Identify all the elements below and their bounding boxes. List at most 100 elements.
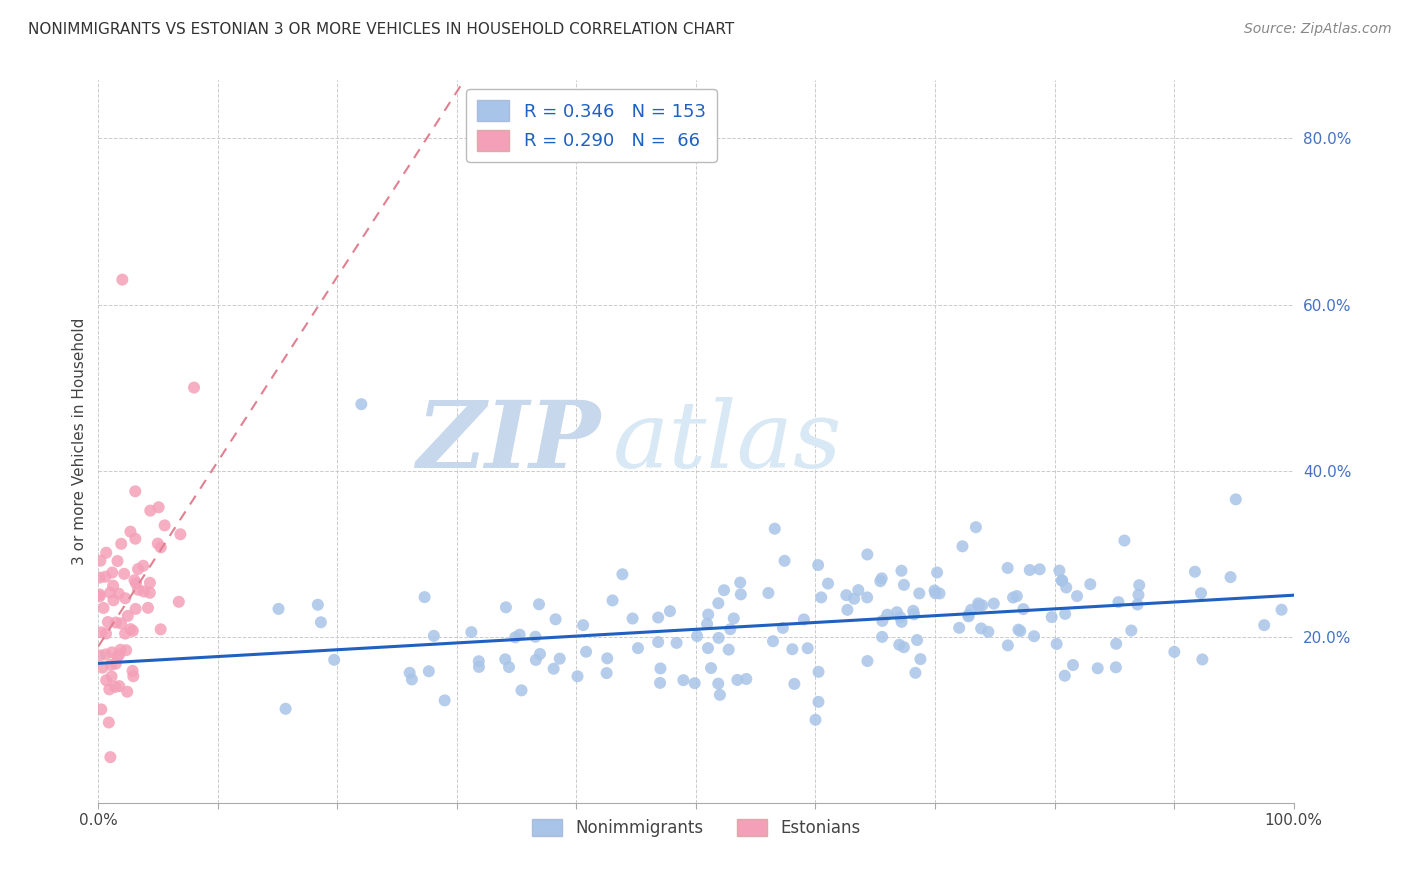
Point [846,583,869,598]
Point [100,669,122,683]
Point [783,677,806,691]
Point [524,653,547,667]
Point [1163,645,1185,659]
Point [1107,595,1129,609]
Point [1007,623,1029,637]
Point [1050,574,1073,588]
Point [890,564,912,578]
Point [650,661,672,675]
Point [110,643,132,657]
Point [807,665,830,679]
Point [772,621,794,635]
Point [433,693,456,707]
Point [1128,578,1150,592]
Point [602,593,624,607]
Point [90,702,112,716]
Point [713,583,735,598]
Point [169,527,191,541]
Point [96,546,118,560]
Point [621,611,644,625]
Point [596,651,619,665]
Point [107,554,129,568]
Point [125,576,148,591]
Point [107,649,129,664]
Point [120,622,142,636]
Point [153,518,176,533]
Point [1126,598,1149,612]
Point [124,573,146,587]
Point [965,520,987,534]
Point [529,647,551,661]
Point [107,586,129,600]
Point [807,558,830,572]
Point [672,673,695,688]
Point [910,652,932,666]
Point [728,575,751,590]
Point [97,615,120,629]
Point [904,665,927,680]
Point [401,673,423,687]
Point [132,558,155,573]
Point [1062,658,1084,673]
Point [1002,591,1025,605]
Point [100,657,122,672]
Point [903,607,925,622]
Point [104,657,127,671]
Point [149,623,172,637]
Point [1114,533,1136,548]
Point [104,680,127,694]
Point [807,695,830,709]
Point [101,645,124,659]
Point [870,571,893,585]
Point [763,522,786,536]
Point [697,641,720,656]
Point [1046,637,1069,651]
Point [700,661,723,675]
Point [893,578,915,592]
Point [1128,588,1150,602]
Point [494,652,516,666]
Point [89,648,111,663]
Point [104,615,127,630]
Point [543,662,565,676]
Point [117,608,139,623]
Point [108,648,131,662]
Point [957,608,980,623]
Point [115,643,138,657]
Point [1053,669,1076,683]
Point [735,672,758,686]
Point [817,576,839,591]
Point [686,629,709,643]
Point [495,600,517,615]
Point [648,676,671,690]
Point [924,583,946,598]
Point [856,548,879,562]
Point [1040,610,1063,624]
Point [468,654,491,668]
Point [509,627,531,641]
Point [869,574,891,589]
Point [1018,563,1040,577]
Point [112,566,135,581]
Point [548,651,571,665]
Legend: Nonimmigrants, Estonians: Nonimmigrants, Estonians [523,810,869,845]
Point [725,673,748,687]
Point [98,682,121,697]
Point [149,541,172,555]
Point [97,715,120,730]
Point [1087,661,1109,675]
Point [498,660,520,674]
Point [139,575,162,590]
Point [707,676,730,690]
Point [89,590,111,604]
Point [905,633,928,648]
Point [1253,618,1275,632]
Point [544,612,567,626]
Point [468,660,491,674]
Point [893,640,915,655]
Point [136,600,159,615]
Text: atlas: atlas [613,397,842,486]
Point [127,582,149,597]
Point [683,676,706,690]
Point [98,585,121,599]
